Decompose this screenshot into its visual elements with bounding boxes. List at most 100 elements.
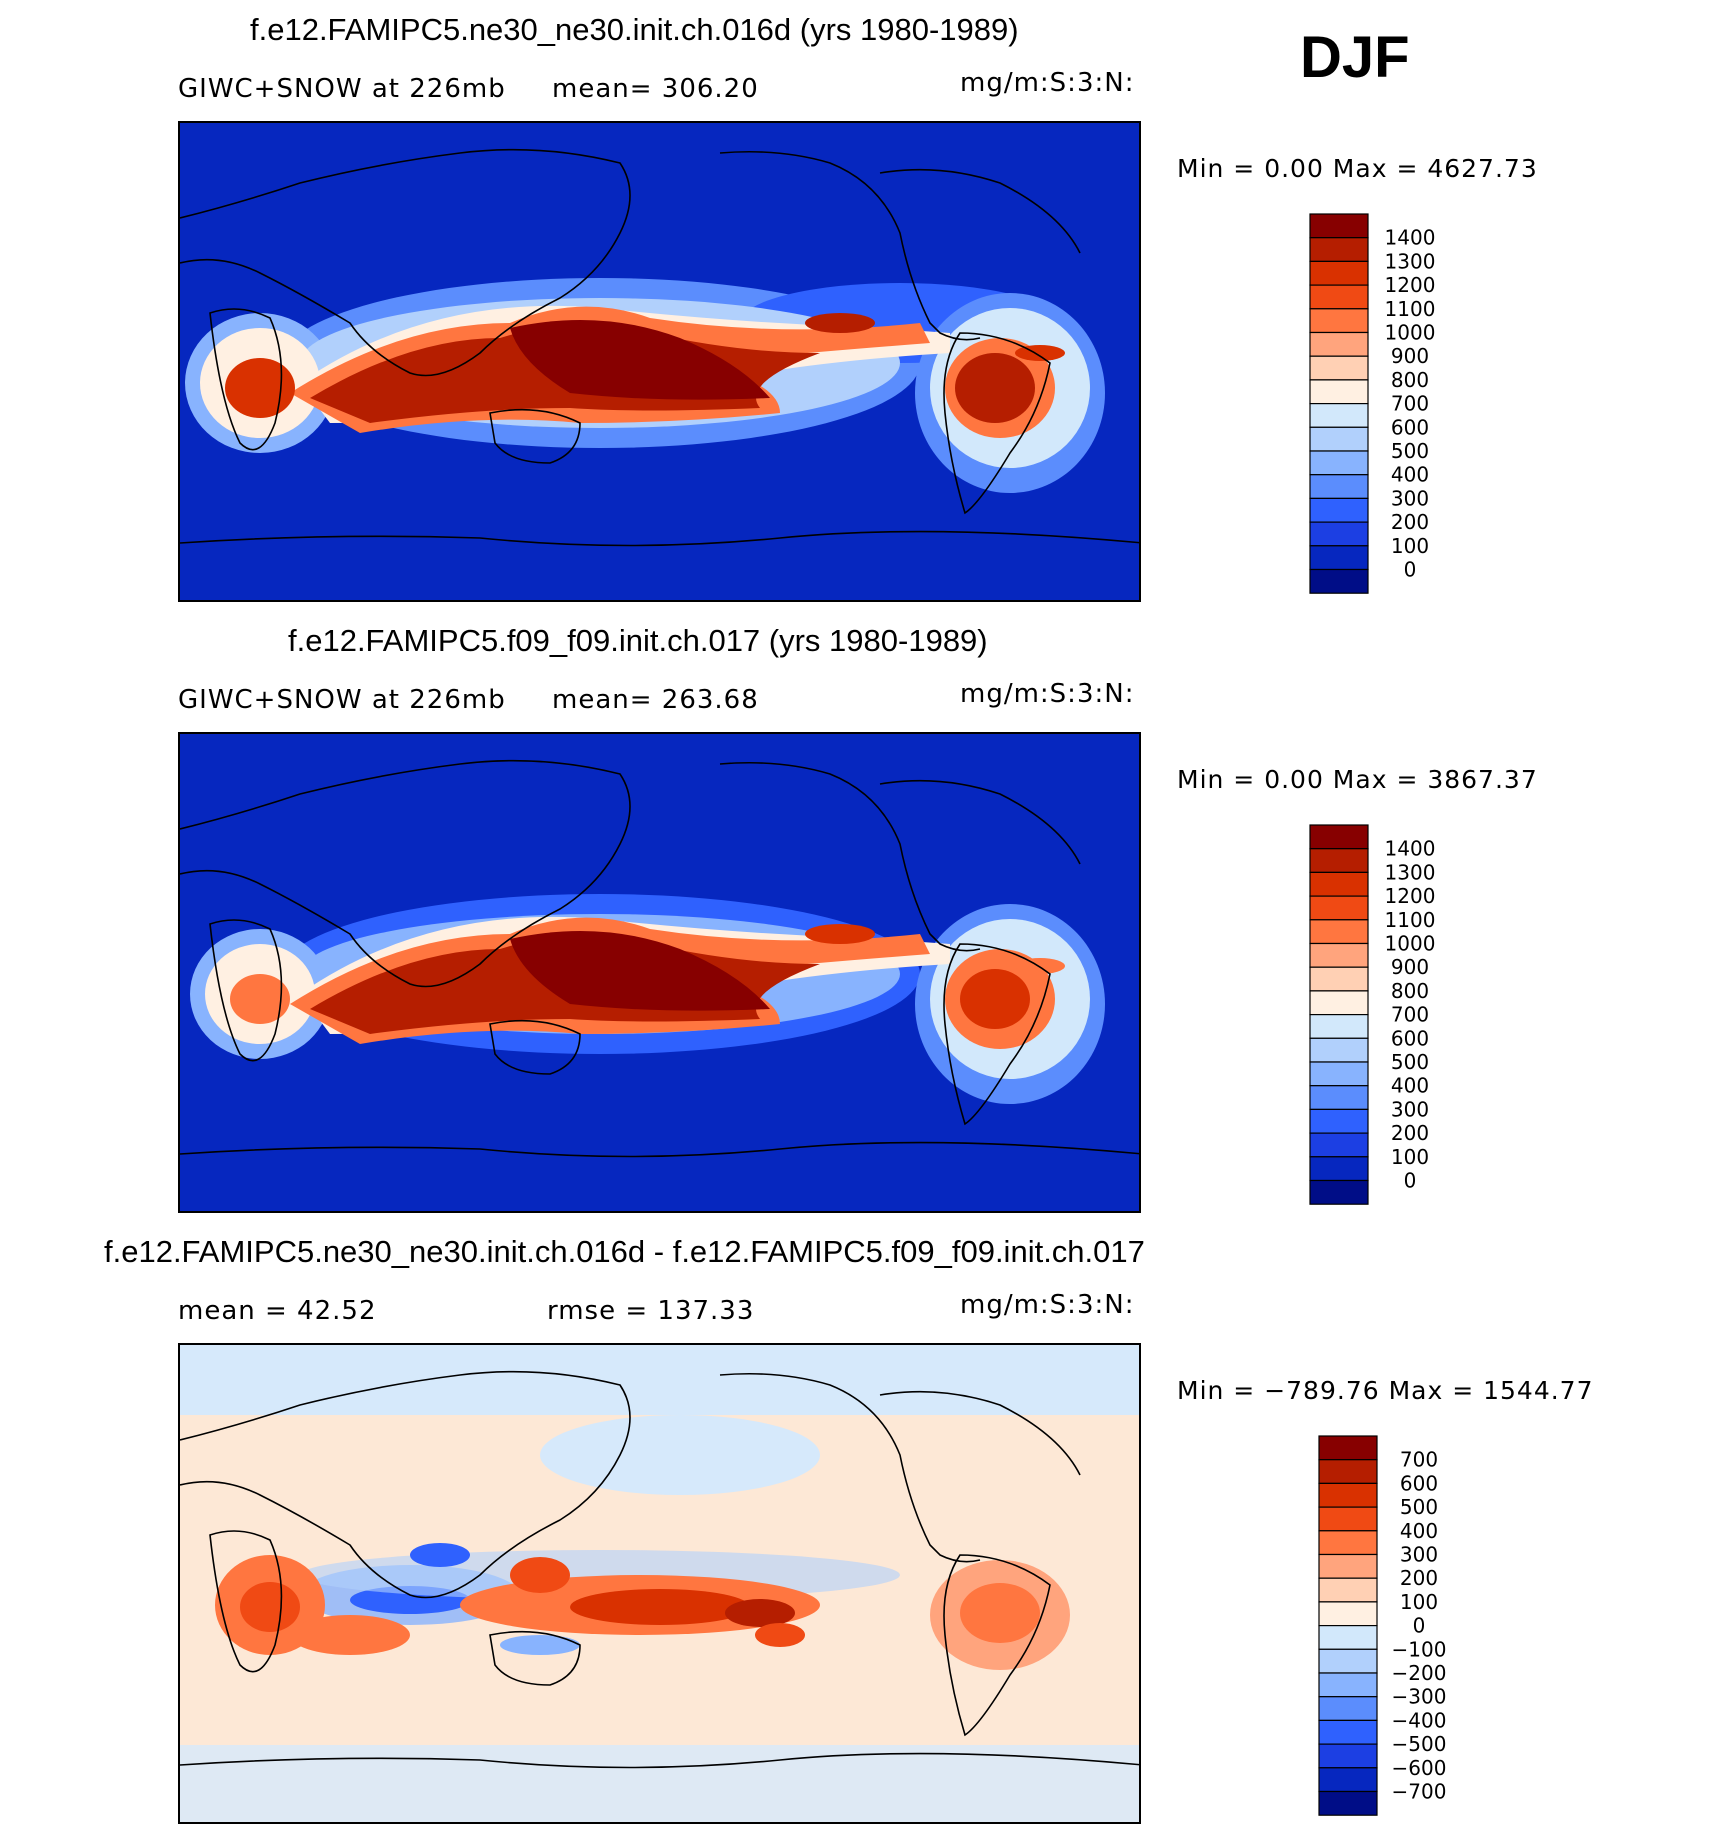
colorbar-label: 300 — [1400, 1543, 1438, 1567]
colorbar-box — [1309, 919, 1369, 945]
colorbar-box — [1309, 379, 1369, 405]
colorbar-label: 1100 — [1385, 908, 1436, 932]
colorbar-label: 1400 — [1385, 226, 1436, 250]
colorbar-label: 500 — [1400, 1495, 1438, 1519]
colorbar-box — [1309, 260, 1369, 286]
colorbar-label: 900 — [1391, 344, 1429, 368]
coastlines — [180, 148, 1139, 547]
colorbar-label: −100 — [1392, 1637, 1447, 1661]
colorbar-box — [1318, 1530, 1378, 1556]
panel-2-colorbar: 1400 1300 1200 1100 1000 900 800 700 600 500 400 30… — [1309, 824, 1470, 1225]
colorbar-box — [1318, 1672, 1378, 1698]
panel-1-colorbar: 1400 1300 1200 1100 1000 900 800 700 600 500 400 30… — [1309, 213, 1470, 614]
colorbar-label: 0 — [1404, 558, 1417, 582]
panel-1-variable-label: GIWC+SNOW at 226mb — [178, 74, 506, 104]
panel-2-variable-label: GIWC+SNOW at 226mb — [178, 685, 506, 715]
colorbar-box — [1309, 1108, 1369, 1134]
panel-2-units-label: mg/m:S:3:N: — [960, 679, 1135, 709]
colorbar-box — [1309, 1037, 1369, 1063]
panel-2-map — [178, 732, 1141, 1213]
colorbar-box — [1318, 1459, 1378, 1485]
colorbar-box — [1309, 450, 1369, 476]
colorbar-label: 100 — [1391, 534, 1429, 558]
panel-1-map-svg — [180, 123, 1139, 600]
colorbar-box — [1309, 355, 1369, 381]
colorbar-box — [1309, 308, 1369, 334]
colorbar-label: 300 — [1391, 1097, 1429, 1121]
colorbar-label: 1100 — [1385, 297, 1436, 321]
panel-3-title: f.e12.FAMIPC5.ne30_ne30.init.ch.016d - f… — [104, 1234, 1145, 1269]
colorbar-box — [1318, 1482, 1378, 1508]
colorbar-label: −300 — [1392, 1685, 1447, 1709]
cloud-ice-field — [185, 278, 1105, 493]
colorbar-box — [1309, 568, 1369, 594]
colorbar-label: 1000 — [1385, 321, 1436, 345]
colorbar-box — [1309, 824, 1369, 850]
colorbar-label: −400 — [1392, 1708, 1447, 1732]
panel-2-map-svg — [180, 734, 1139, 1211]
panel-2-minmax: Min = 0.00 Max = 3867.37 — [1177, 765, 1538, 794]
colorbar-label: 600 — [1400, 1471, 1438, 1495]
colorbar-box — [1318, 1719, 1378, 1745]
colorbar-box — [1318, 1577, 1378, 1603]
colorbar-label: −600 — [1392, 1756, 1447, 1780]
colorbar-label: 700 — [1391, 1003, 1429, 1027]
colorbar-label: 100 — [1400, 1590, 1438, 1614]
panel-3-colorbar-svg: 7006005004003002001000−100−200−300−400−5… — [1318, 1435, 1447, 1816]
panel-3-mean-label: mean = 42.52 — [178, 1296, 377, 1326]
colorbar-box — [1309, 331, 1369, 357]
colorbar-label: 1400 — [1385, 837, 1436, 861]
colorbar-box — [1309, 871, 1369, 897]
colorbar-label: 500 — [1391, 439, 1429, 463]
colorbar-label: 600 — [1391, 415, 1429, 439]
colorbar-box — [1318, 1790, 1378, 1816]
colorbar-box — [1318, 1435, 1378, 1461]
colorbar-box — [1318, 1696, 1378, 1722]
colorbar-box — [1309, 521, 1369, 547]
colorbar-label: 1300 — [1385, 860, 1436, 884]
colorbar-box — [1318, 1625, 1378, 1650]
colorbar-label: 200 — [1391, 510, 1429, 534]
colorbar-box — [1309, 474, 1369, 500]
colorbar-label: 700 — [1391, 392, 1429, 416]
colorbar-label: 1300 — [1385, 249, 1436, 273]
colorbar-label: 200 — [1400, 1566, 1438, 1590]
colorbar-box — [1309, 1132, 1369, 1158]
colorbar-box — [1309, 545, 1369, 571]
colorbar-box — [1309, 848, 1369, 874]
panel-3-rmse-label: rmse = 137.33 — [547, 1296, 755, 1326]
panel-2-title: f.e12.FAMIPC5.f09_f09.init.ch.017 (yrs 1… — [288, 623, 988, 658]
colorbar-label: 400 — [1400, 1519, 1438, 1543]
panel-1-map — [178, 121, 1141, 602]
colorbar-box — [1309, 966, 1369, 992]
colorbar-label: 100 — [1391, 1145, 1429, 1169]
colorbar-box — [1309, 990, 1369, 1016]
colorbar-label: −700 — [1392, 1780, 1447, 1804]
panel-3-colorbar: 700 600 500 400 300 200 100 0 −100 −200 −300 −400 −5… — [1318, 1435, 1479, 1836]
coastlines — [180, 759, 1139, 1158]
panel-1-minmax: Min = 0.00 Max = 4627.73 — [1177, 154, 1538, 183]
panel-2-mean-label: mean= 263.68 — [552, 685, 759, 715]
colorbar-box — [1318, 1767, 1378, 1793]
colorbar-label: 900 — [1391, 955, 1429, 979]
colorbar-box — [1309, 1061, 1369, 1087]
colorbar-label: 1200 — [1385, 884, 1436, 908]
colorbar-label: 400 — [1391, 463, 1429, 487]
colorbar-box — [1309, 1014, 1369, 1039]
colorbar-label: 0 — [1413, 1614, 1426, 1638]
colorbar-label: 500 — [1391, 1050, 1429, 1074]
season-label: DJF — [1300, 25, 1410, 90]
colorbar-box — [1309, 497, 1369, 523]
colorbar-label: 300 — [1391, 486, 1429, 510]
colorbar-box — [1309, 1156, 1369, 1182]
colorbar-box — [1309, 1085, 1369, 1111]
colorbar-box — [1309, 1179, 1369, 1205]
colorbar-box — [1309, 284, 1369, 310]
colorbar-box — [1318, 1743, 1378, 1769]
panel-3-map — [178, 1343, 1141, 1824]
colorbar-label: 800 — [1391, 979, 1429, 1003]
colorbar-box — [1309, 237, 1369, 263]
colorbar-label: 700 — [1400, 1448, 1438, 1472]
colorbar-label: 800 — [1391, 368, 1429, 392]
panel-3-map-svg — [180, 1345, 1139, 1822]
